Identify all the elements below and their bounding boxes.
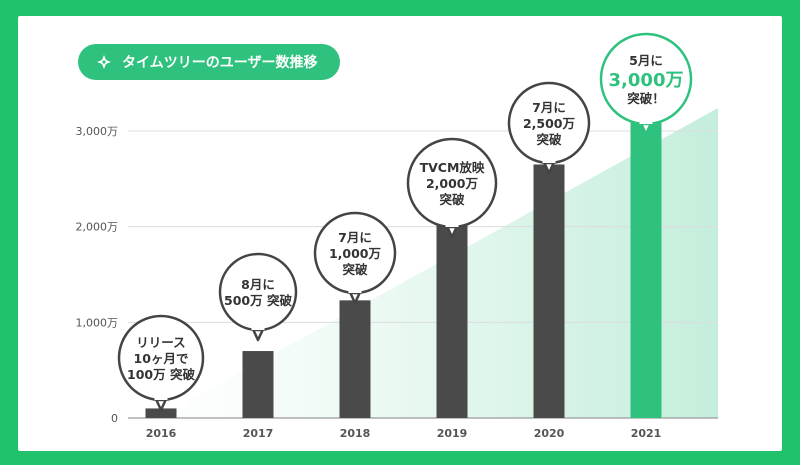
y-tick-label: 1,000万 — [76, 316, 119, 329]
callout-bubble — [218, 252, 298, 332]
callout-joint — [445, 223, 459, 227]
chart-title-pill: タイムツリーのユーザー数推移 — [78, 44, 340, 80]
callout-text: TVCM放映 — [420, 160, 485, 175]
callout-text: 7月に — [532, 100, 566, 115]
callout-joint — [542, 159, 556, 163]
callout-text: 突破！ — [627, 91, 665, 106]
x-tick-label: 2020 — [534, 427, 565, 440]
callout-text: 2,000万 — [426, 176, 478, 191]
bar — [242, 351, 274, 418]
callout-text: 100万 突破 — [127, 367, 195, 382]
y-tick-label: 3,000万 — [76, 125, 119, 138]
callout-text: 突破 — [342, 262, 368, 277]
y-tick-label: 0 — [111, 412, 118, 425]
callout-text: 突破 — [536, 132, 562, 147]
callout-text: リリース — [136, 335, 185, 350]
callout-text: 500万 突破 — [224, 293, 292, 308]
bar — [630, 121, 662, 418]
x-tick-label: 2016 — [146, 427, 177, 440]
callout-joint — [639, 120, 653, 124]
bar — [533, 164, 565, 418]
chart-title: タイムツリーのユーザー数推移 — [122, 55, 318, 71]
callout-text: 1,000万 — [329, 246, 381, 261]
bar — [339, 300, 371, 418]
callout-text: 2,500万 — [523, 116, 575, 131]
callout-text: 突破 — [439, 192, 465, 207]
growth-area — [158, 108, 718, 418]
callout-joint — [348, 289, 362, 293]
callout-text: 5月に — [629, 53, 663, 68]
x-tick-label: 2017 — [243, 427, 274, 440]
callout-text: 8月に — [241, 277, 275, 292]
callout-text: 10ヶ月で — [134, 351, 189, 366]
leaf-icon — [96, 54, 112, 70]
x-tick-label: 2021 — [631, 427, 662, 440]
x-tick-label: 2019 — [437, 427, 468, 440]
callout-joint — [251, 326, 265, 330]
x-tick-label: 2018 — [340, 427, 371, 440]
callout-text: 7月に — [338, 230, 372, 245]
callout-joint — [154, 396, 168, 400]
y-tick-label: 2,000万 — [76, 221, 119, 234]
bar — [436, 222, 468, 418]
callout-text: 3,000万 — [609, 70, 684, 91]
bar — [145, 408, 177, 418]
